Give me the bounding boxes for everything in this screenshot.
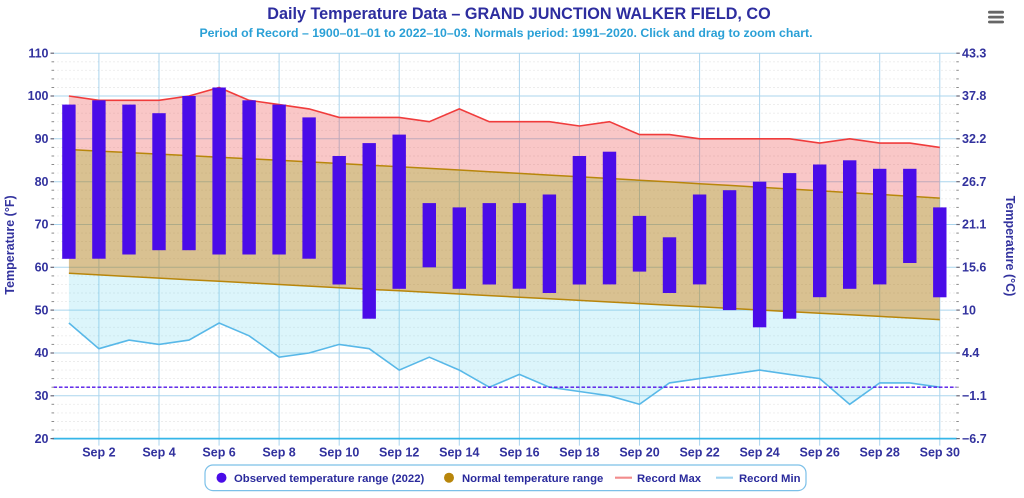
svg-text:100: 100: [28, 89, 49, 103]
svg-text:Sep 18: Sep 18: [559, 446, 599, 460]
svg-text:−6.7: −6.7: [962, 432, 987, 446]
svg-text:37.8: 37.8: [962, 89, 986, 103]
svg-text:43.3: 43.3: [962, 46, 986, 60]
svg-text:Sep 26: Sep 26: [800, 446, 840, 460]
svg-text:Temperature (°F): Temperature (°F): [3, 195, 17, 294]
svg-text:Normal temperature range: Normal temperature range: [462, 473, 603, 485]
svg-text:Sep 8: Sep 8: [262, 446, 295, 460]
svg-text:70: 70: [35, 218, 49, 232]
svg-text:50: 50: [35, 303, 49, 317]
svg-text:80: 80: [35, 175, 49, 189]
svg-text:4.4: 4.4: [962, 346, 979, 360]
svg-text:Sep 12: Sep 12: [379, 446, 419, 460]
svg-text:Sep 20: Sep 20: [619, 446, 659, 460]
svg-text:Sep 24: Sep 24: [739, 446, 779, 460]
svg-text:Sep 6: Sep 6: [202, 446, 235, 460]
svg-text:Sep 16: Sep 16: [499, 446, 539, 460]
svg-text:32.2: 32.2: [962, 132, 986, 146]
svg-text:20: 20: [35, 432, 49, 446]
svg-text:110: 110: [28, 46, 48, 60]
svg-text:Sep 10: Sep 10: [319, 446, 359, 460]
svg-text:−1.1: −1.1: [962, 389, 987, 403]
svg-text:Temperature (°C): Temperature (°C): [1003, 196, 1017, 297]
svg-text:Record Min: Record Min: [739, 473, 801, 485]
svg-text:Sep 4: Sep 4: [142, 446, 175, 460]
svg-text:10: 10: [962, 303, 976, 317]
svg-text:30: 30: [35, 389, 49, 403]
svg-text:Sep 30: Sep 30: [920, 446, 960, 460]
svg-text:21.1: 21.1: [962, 218, 986, 232]
svg-text:Sep 28: Sep 28: [860, 446, 900, 460]
svg-text:Observed temperature range (20: Observed temperature range (2022): [234, 473, 424, 485]
svg-text:40: 40: [35, 346, 49, 360]
svg-text:Record Max: Record Max: [637, 473, 702, 485]
svg-text:Daily Temperature Data – GRAND: Daily Temperature Data – GRAND JUNCTION …: [267, 5, 770, 23]
svg-text:60: 60: [35, 261, 49, 275]
svg-text:Sep 14: Sep 14: [439, 446, 479, 460]
svg-text:15.6: 15.6: [962, 261, 986, 275]
svg-text:Period of Record – 1900–01–01: Period of Record – 1900–01–01 to 2022–10…: [199, 26, 812, 40]
svg-text:Sep 2: Sep 2: [82, 446, 115, 460]
svg-text:Sep 22: Sep 22: [679, 446, 719, 460]
svg-text:90: 90: [35, 132, 49, 146]
svg-text:26.7: 26.7: [962, 175, 986, 189]
